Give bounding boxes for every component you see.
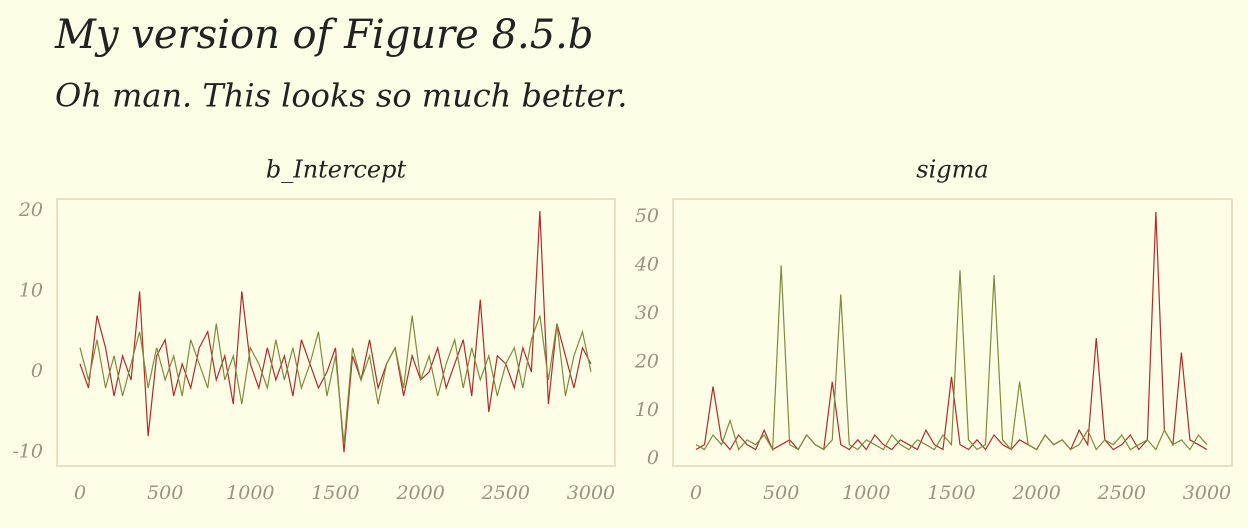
x-tick-label: 500 xyxy=(763,482,799,504)
y-tick-label: 0 xyxy=(31,360,43,382)
x-tick-label: 2500 xyxy=(481,482,530,504)
y-tick-label: 20 xyxy=(634,350,659,372)
y-tick-label: 20 xyxy=(18,199,43,221)
y-tick-label: 40 xyxy=(634,253,659,275)
x-tick-label: 3000 xyxy=(1183,482,1231,504)
y-tick-label: 30 xyxy=(635,302,659,324)
x-tick-label: 1500 xyxy=(927,482,975,504)
y-tick-label: 0 xyxy=(647,447,659,469)
x-tick-label: 2500 xyxy=(1097,482,1146,504)
page-title: My version of Figure 8.5.b xyxy=(54,12,594,58)
trace-line xyxy=(79,315,592,445)
y-tick-label: 10 xyxy=(19,279,43,301)
x-tick-label: 500 xyxy=(147,482,183,504)
y-tick-label: -10 xyxy=(12,440,43,462)
x-tick-label: 1000 xyxy=(226,482,274,504)
y-tick-label: 10 xyxy=(635,399,659,421)
page-subtitle: Oh man. This looks so much better. xyxy=(55,77,627,115)
trace-line xyxy=(695,212,1208,451)
x-tick-label: 3000 xyxy=(567,482,615,504)
x-tick-label: 2000 xyxy=(1011,482,1060,504)
x-tick-label: 0 xyxy=(74,482,86,504)
x-tick-label: 2000 xyxy=(395,482,444,504)
trace-line xyxy=(695,265,1208,452)
plot-title: b_Intercept xyxy=(266,156,407,184)
plot-title: sigma xyxy=(916,156,988,184)
plot-frame xyxy=(56,198,616,467)
plot-frame xyxy=(672,198,1233,467)
x-tick-label: 1000 xyxy=(842,482,890,504)
y-tick-label: 50 xyxy=(635,205,659,227)
x-tick-label: 1500 xyxy=(311,482,359,504)
x-tick-label: 0 xyxy=(690,482,702,504)
